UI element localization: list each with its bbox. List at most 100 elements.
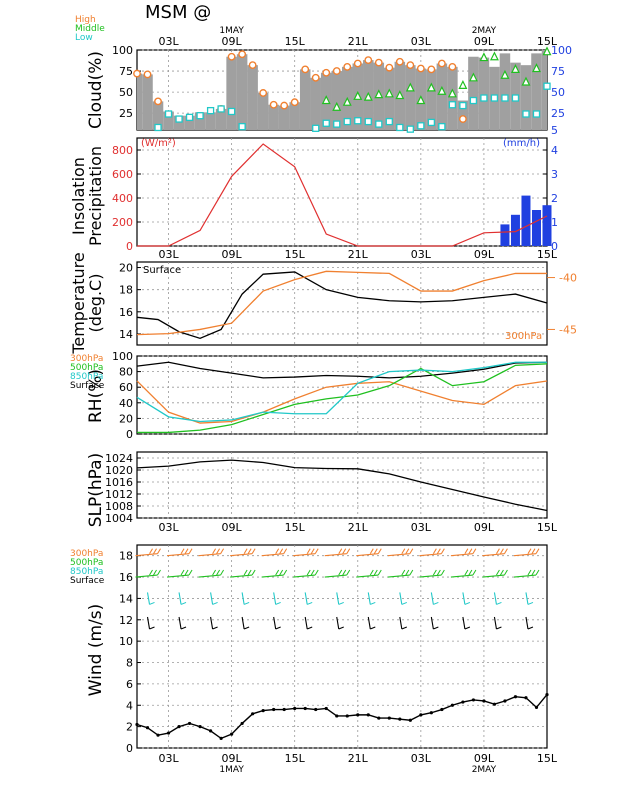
ytick-wind-left: 10	[119, 635, 133, 648]
precip-bar	[510, 214, 520, 246]
wind-barb-flag	[401, 569, 406, 576]
wind-barb-shaft	[356, 553, 379, 557]
ytick-cloud-right: 25	[551, 107, 565, 120]
wind-speed-point	[314, 707, 318, 712]
wind-barb	[324, 548, 351, 557]
wind-barb-flag	[310, 548, 315, 554]
wind-legend-500: 500hPa	[70, 558, 103, 568]
wind-barb	[482, 569, 508, 578]
temp-300hpa-line	[136, 270, 547, 336]
wind-barb-shaft	[167, 553, 190, 557]
cloud-high-marker	[290, 98, 299, 107]
wind-barb-flag	[180, 601, 187, 605]
wind-barb-flag	[283, 569, 288, 576]
rh-500hpa-line	[137, 363, 548, 434]
wind-barb	[430, 592, 439, 605]
wind-barb-shaft	[430, 616, 434, 630]
cloud-low-marker	[469, 96, 478, 105]
wind-speed-point	[303, 706, 307, 711]
wind-barb	[419, 548, 445, 557]
wind-barb	[178, 616, 187, 630]
wind-barb-flag	[149, 626, 155, 630]
cloud-high-marker	[437, 59, 446, 68]
top-tick-label: 09L	[222, 35, 243, 48]
cloud-low-marker	[385, 117, 393, 126]
top-tick-label: 03L	[158, 35, 179, 48]
wind-barb-flag	[409, 569, 414, 576]
ytick-slp-left: 1008	[105, 500, 133, 513]
cloud-low-marker	[343, 117, 351, 126]
wind-barb-shaft	[135, 553, 158, 557]
wind-barb-shaft	[450, 553, 473, 557]
ytick-insol-right: 1	[551, 216, 558, 229]
wind-barb-flag	[216, 548, 221, 554]
cloud-middle-marker	[447, 88, 457, 98]
cloud-high-marker	[416, 64, 425, 73]
wind-barb-flag	[401, 626, 408, 630]
bottom-date-label: 2MAY	[472, 765, 497, 775]
wind-barb-shaft	[356, 574, 379, 578]
wind-barb-shaft	[482, 553, 505, 557]
cloud-high-marker	[448, 62, 457, 71]
temp-ylabel-1: Temperature	[69, 252, 88, 354]
wind-legend-surface: Surface	[70, 576, 105, 586]
wind-barb-flag	[472, 548, 477, 554]
ytick-rh-left: 60	[119, 381, 133, 394]
ytick-temp-left: 18	[119, 284, 133, 297]
wind-barb-flag	[212, 569, 217, 576]
wind-speed-point	[482, 699, 486, 703]
cloud-low-marker	[185, 113, 194, 122]
cloud-high-marker	[301, 65, 310, 74]
wind-barb	[450, 569, 477, 578]
cloud-low-marker	[490, 94, 499, 102]
cloud-middle-marker	[532, 63, 541, 73]
cloud-bar	[268, 104, 279, 130]
wind-speed-point	[356, 713, 360, 717]
wind-barb-flag	[212, 548, 217, 554]
cloud-middle-marker	[416, 95, 426, 105]
wind-barb-flag	[180, 626, 187, 630]
cloud-bar	[289, 102, 300, 130]
ytick-cloud-right: 50	[551, 86, 565, 99]
wind-barb	[324, 569, 351, 578]
ytick-wind-left: 4	[126, 699, 133, 712]
wind-speed-point	[471, 698, 476, 702]
wind-barb-flag	[464, 569, 469, 576]
wind-barb-flag	[188, 569, 193, 576]
cloud-middle-marker	[542, 46, 552, 56]
ytick-rh-left: 20	[119, 412, 133, 425]
cloud-bar	[257, 92, 269, 130]
wind-barb	[336, 592, 344, 605]
cloud-middle-marker	[405, 82, 415, 92]
wind-barb-flag	[373, 548, 378, 554]
cloud-high-marker	[280, 101, 289, 110]
wind-barb-flag	[432, 569, 437, 576]
wind-barb-flag	[338, 601, 344, 605]
wind-barb-flag	[338, 569, 343, 576]
cloud-high-marker	[395, 57, 404, 66]
cloud-middle-marker	[437, 85, 447, 95]
wind-barb	[387, 569, 414, 578]
wind-barb-shaft	[387, 553, 410, 557]
wind-barb-shaft	[324, 574, 347, 578]
cloud-bar	[331, 71, 342, 130]
wind-barb-shaft	[367, 592, 371, 605]
cloud-high-marker	[332, 67, 341, 75]
wind-barb-flag	[531, 548, 536, 554]
cloud-low-marker	[164, 110, 173, 118]
ytick-cloud-left: 100	[112, 44, 133, 57]
cloud-bar	[405, 65, 416, 130]
ytick-cloud-left: 75	[119, 65, 133, 78]
ytick-insol-right: 0	[551, 240, 558, 253]
wind-barb-flag	[373, 569, 378, 576]
insolation-line	[137, 143, 548, 247]
rh-legend-surface: Surface	[70, 381, 105, 391]
wind-speed-point	[208, 729, 213, 733]
wind-barb-flag	[251, 548, 256, 554]
wind-barb	[167, 569, 193, 578]
wind-barb-flag	[243, 626, 250, 630]
wind-speed-point	[534, 705, 539, 710]
wind-barb-flag	[180, 569, 185, 576]
ytick-rh-left: 100	[112, 350, 133, 363]
wind-barb-shaft	[462, 616, 466, 630]
